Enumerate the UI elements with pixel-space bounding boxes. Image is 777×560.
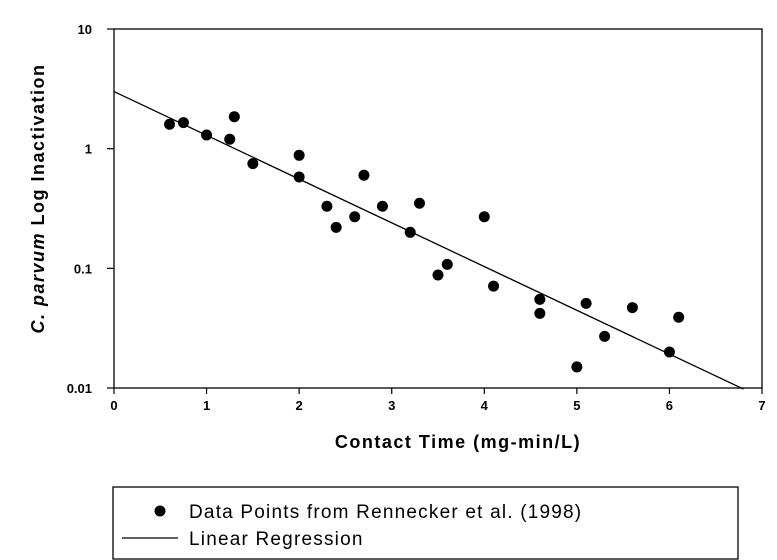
regression-line: [113, 90, 744, 390]
data-point-14: [413, 197, 425, 209]
data-point-16: [441, 258, 453, 270]
axes-layer: 0 1 2 3 4 5 6 7 0.01 0.1 1 10 Contact Time (mg-min/L…: [28, 22, 766, 452]
data-point-20: [534, 307, 546, 319]
data-point-4: [228, 111, 240, 123]
x-tick-label-1: 1: [203, 398, 210, 413]
x-tick-label-4: 4: [481, 398, 489, 413]
data-point-12: [376, 200, 388, 212]
legend-label-scatter: Data Points from Rennecker et al. (1998): [189, 502, 582, 523]
x-tick-label-5: 5: [573, 398, 580, 413]
marks-layer: [113, 90, 744, 390]
data-point-25: [663, 346, 675, 358]
data-point-18: [488, 280, 500, 292]
x-tick-label-7: 7: [758, 398, 765, 413]
data-point-17: [478, 211, 490, 223]
data-point-7: [293, 171, 305, 183]
data-point-15: [432, 269, 444, 281]
data-point-1: [177, 117, 189, 129]
data-point-21: [571, 361, 583, 373]
data-point-10: [349, 211, 361, 223]
y-axis-title-species: C. parvum: [28, 232, 48, 334]
plot-frame: [113, 28, 763, 389]
x-tick-label-2: 2: [296, 398, 303, 413]
legend-marker-scatter: [154, 505, 166, 517]
data-point-23: [599, 330, 611, 342]
y-tick-label-2: 1: [85, 142, 92, 157]
data-point-13: [404, 226, 416, 238]
legend-label-line: Linear Regression: [189, 529, 364, 550]
data-point-0: [164, 118, 176, 130]
y-axis-title-measure: Log Inactivation: [28, 63, 48, 232]
data-point-24: [626, 302, 638, 314]
data-point-3: [224, 133, 236, 145]
data-point-8: [321, 200, 333, 212]
x-tick-label-6: 6: [666, 398, 673, 413]
y-tick-label-1: 0.1: [74, 261, 92, 276]
data-point-11: [358, 169, 370, 181]
data-point-6: [293, 149, 305, 161]
x-tick-label-3: 3: [388, 398, 395, 413]
x-axis-title: Contact Time (mg-min/L): [335, 432, 581, 452]
legend-box: [112, 486, 739, 560]
data-point-26: [673, 311, 685, 323]
y-axis-title: C. parvum Log Inactivation: [28, 63, 48, 333]
legend: Data Points from Rennecker et al. (1998)…: [112, 486, 739, 560]
data-point-2: [201, 129, 213, 141]
x-tick-label-0: 0: [110, 398, 117, 413]
y-tick-label-0: 0.01: [67, 381, 92, 396]
data-point-5: [247, 158, 259, 170]
data-point-22: [580, 297, 592, 309]
plot-area: [113, 28, 763, 389]
data-point-19: [534, 293, 546, 305]
data-point-9: [330, 221, 342, 233]
y-tick-label-3: 10: [78, 22, 92, 37]
